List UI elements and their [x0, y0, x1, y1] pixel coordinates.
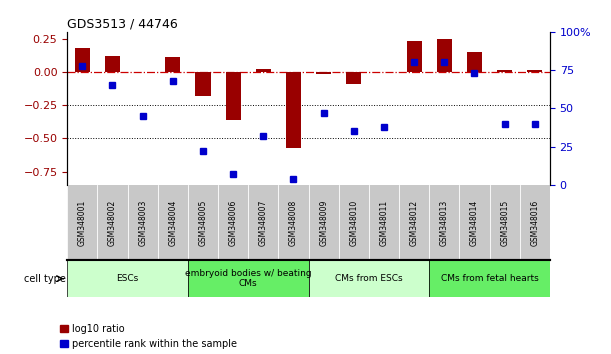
Text: ESCs: ESCs	[117, 274, 139, 283]
Bar	[256, 69, 271, 72]
Bar	[225, 72, 241, 120]
Text: GSM348009: GSM348009	[319, 199, 328, 246]
Bar	[188, 260, 309, 297]
Bar	[196, 72, 211, 96]
Text: GSM348003: GSM348003	[138, 199, 147, 246]
Text: GSM348004: GSM348004	[168, 199, 177, 246]
Text: GSM348015: GSM348015	[500, 199, 509, 246]
Text: GSM348010: GSM348010	[349, 199, 358, 246]
Text: GSM348011: GSM348011	[379, 199, 389, 246]
Text: GDS3513 / 44746: GDS3513 / 44746	[67, 18, 178, 31]
Bar	[286, 72, 301, 148]
Bar	[527, 70, 543, 72]
Text: embryoid bodies w/ beating
CMs: embryoid bodies w/ beating CMs	[185, 269, 312, 289]
Legend: log10 ratio, percentile rank within the sample: log10 ratio, percentile rank within the …	[60, 324, 236, 349]
Text: GSM348008: GSM348008	[289, 199, 298, 246]
Bar	[497, 70, 512, 72]
Text: GSM348012: GSM348012	[409, 199, 419, 246]
Bar	[105, 56, 120, 72]
Bar	[75, 48, 90, 72]
Text: CMs from ESCs: CMs from ESCs	[335, 274, 403, 283]
Text: GSM348001: GSM348001	[78, 199, 87, 246]
Text: GSM348014: GSM348014	[470, 199, 479, 246]
Bar	[165, 57, 180, 72]
Text: GSM348002: GSM348002	[108, 199, 117, 246]
Text: GSM348007: GSM348007	[259, 199, 268, 246]
Bar	[309, 260, 429, 297]
Bar	[406, 41, 422, 72]
Text: cell type: cell type	[24, 274, 66, 284]
Text: GSM348005: GSM348005	[199, 199, 208, 246]
Bar	[346, 72, 361, 84]
Text: GSM348016: GSM348016	[530, 199, 540, 246]
Bar	[429, 260, 550, 297]
Text: GSM348013: GSM348013	[440, 199, 449, 246]
Bar	[316, 72, 331, 74]
Bar	[437, 39, 452, 72]
Text: GSM348006: GSM348006	[229, 199, 238, 246]
Text: CMs from fetal hearts: CMs from fetal hearts	[441, 274, 538, 283]
Bar	[67, 260, 188, 297]
Bar	[467, 52, 482, 72]
